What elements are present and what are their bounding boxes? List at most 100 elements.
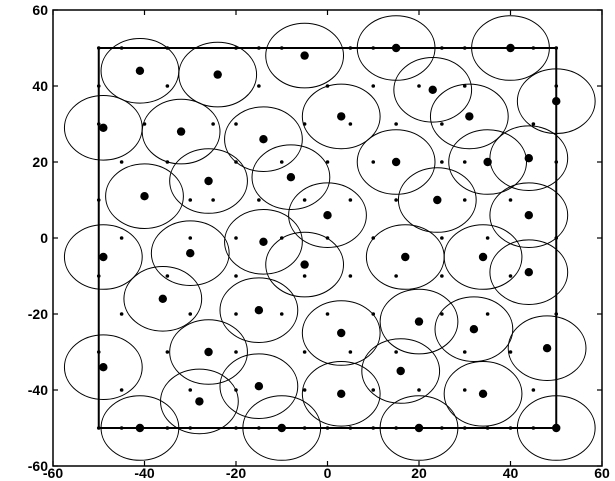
grid-node-point [440, 236, 444, 240]
grid-node-point [234, 312, 238, 316]
coverage-circle [160, 368, 239, 435]
sensor-center-point [483, 157, 492, 167]
sensor-center-point [323, 211, 332, 220]
coverage-circle [301, 83, 381, 150]
grid-node-point [119, 160, 124, 164]
grid-node-point [257, 46, 261, 50]
coverage-circle [265, 22, 345, 89]
sensor-center-point [552, 97, 561, 106]
x-tick-label: -60 [43, 465, 63, 481]
sensor-center-point [300, 260, 309, 269]
grid-node-point [440, 160, 444, 164]
grid-node-point [371, 426, 376, 430]
coverage-circle [397, 167, 477, 233]
grid-node-point [96, 84, 101, 88]
grid-node-point [462, 350, 467, 354]
grid-node-point [325, 426, 330, 430]
grid-node-point [554, 84, 559, 88]
grid-node-point [119, 388, 124, 392]
grid-node-point [462, 426, 467, 430]
grid-node-point [462, 198, 467, 202]
coverage-circle [288, 182, 367, 248]
grid-node-point [371, 84, 376, 88]
sensor-center-point [259, 135, 268, 144]
grid-node-point [279, 312, 284, 316]
coverage-circle [224, 209, 303, 275]
grid-node-point [371, 160, 376, 164]
grid-node-point [371, 388, 376, 392]
x-axis: -60 -40 -20 0 20 40 60 [43, 10, 610, 481]
sensor-center-point [204, 347, 213, 357]
coverage-circle [356, 129, 436, 195]
sensor-center-point [469, 325, 479, 334]
grid-node-point [234, 350, 238, 354]
grid-node-point [119, 46, 124, 50]
sensor-center-point [254, 382, 264, 391]
grid-node-point [234, 236, 238, 240]
grid-node-point [302, 350, 307, 354]
sensor-center-point [414, 423, 424, 433]
coverage-circle [242, 395, 322, 461]
grid-node-point [371, 312, 376, 316]
grid-node-point [394, 426, 398, 430]
coverage-circle [434, 296, 514, 363]
grid-node-point [440, 426, 444, 430]
grid-node-point [325, 236, 330, 240]
grid-node-point [234, 274, 238, 278]
grid-node-point [302, 388, 307, 392]
grid-node-point [508, 350, 513, 354]
sensor-center-point [506, 43, 515, 53]
sensor-center-point [140, 192, 149, 201]
grid-node-point [302, 198, 307, 202]
grid-node-point [348, 122, 353, 126]
grid-node-point [165, 350, 170, 354]
coverage-circle [489, 182, 569, 248]
grid-node-point [325, 84, 330, 88]
grid-node-point [554, 236, 559, 240]
grid-node-point [211, 122, 215, 126]
grid-node-point [257, 84, 261, 88]
grid-node-point [165, 84, 170, 88]
grid-node-point [554, 160, 559, 164]
coverage-circle [141, 98, 221, 165]
grid-node-point [234, 160, 238, 164]
grid-node-point [165, 46, 170, 50]
sensor-center-point [337, 389, 346, 398]
sensor-center-point [428, 85, 437, 95]
coverage-circle [516, 68, 596, 134]
coverage-circle [219, 353, 299, 420]
coverage-circle [169, 319, 248, 385]
sensor-center-point [552, 423, 561, 433]
y-tick-label: -60 [28, 458, 48, 474]
grid-node-point [485, 426, 490, 430]
grid-node-point [234, 388, 238, 392]
grid-node-point [325, 160, 330, 164]
grid-node-point [531, 426, 536, 430]
sensor-center-point [478, 389, 488, 398]
grid-node-point [554, 312, 559, 316]
y-axis: -60 -40 -20 0 20 40 60 [28, 2, 602, 474]
coverage-circle [224, 106, 303, 172]
grid-node-point [348, 274, 353, 278]
grid-node-point [417, 84, 421, 88]
grid-node-point [142, 122, 147, 126]
coverage-circle [356, 15, 436, 81]
sensor-center-point [286, 173, 296, 182]
grid-node-point [96, 46, 101, 50]
sensor-center-point [391, 157, 401, 167]
grid-node-point [394, 350, 398, 354]
y-tick-label: 40 [32, 78, 48, 94]
sensor-center-point [337, 112, 346, 121]
coverage-circle [489, 239, 569, 306]
x-tick-label: -40 [134, 465, 154, 481]
sensor-center-point [337, 328, 346, 338]
coverage-circle [301, 300, 381, 366]
coverage-circle [489, 125, 569, 191]
coverage-circle [123, 266, 203, 332]
grid-node-point [279, 160, 284, 164]
sensor-centers [99, 43, 561, 433]
sensor-center-point [465, 112, 474, 121]
grid-node-point [394, 198, 398, 202]
coverage-circle [443, 361, 523, 427]
sensor-center-point [158, 294, 167, 303]
